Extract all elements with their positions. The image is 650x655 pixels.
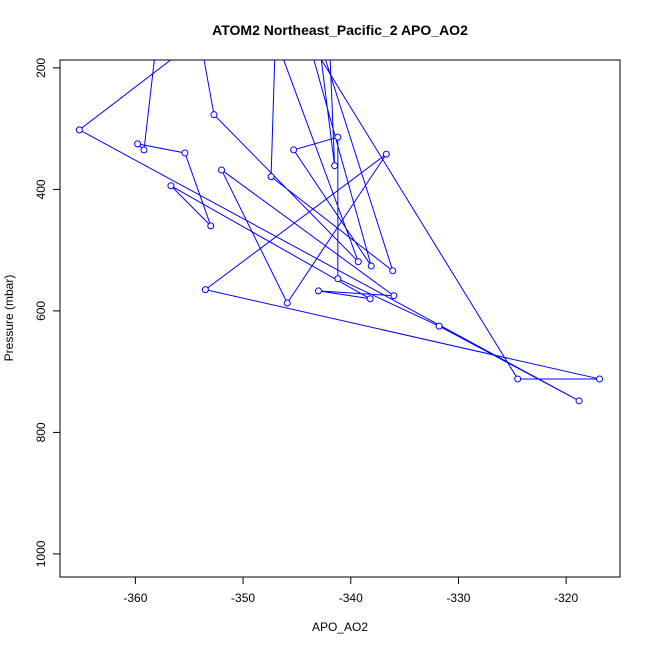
point <box>197 35 203 41</box>
y-tick-label: 400 <box>34 179 48 199</box>
plot-area <box>75 35 604 405</box>
x-tick-label: -340 <box>339 591 363 605</box>
point <box>134 140 142 148</box>
x-tick-label: -360 <box>123 591 147 605</box>
x-tick-label: -350 <box>231 591 255 605</box>
point <box>201 286 209 294</box>
chart-title: ATOM2 Northeast_Pacific_2 APO_AO2 <box>212 22 468 38</box>
y-tick-label: 200 <box>34 58 48 78</box>
point <box>75 126 83 134</box>
point <box>596 375 604 383</box>
x-axis-label: APO_AO2 <box>312 620 368 634</box>
y-tick-label: 600 <box>34 301 48 321</box>
point <box>210 111 218 119</box>
plot-frame <box>59 59 621 578</box>
point <box>390 292 398 300</box>
point <box>140 146 148 154</box>
point <box>575 397 583 405</box>
point <box>314 287 322 295</box>
point <box>389 267 397 275</box>
point <box>366 295 374 303</box>
point <box>267 173 275 181</box>
y-axis-label: Pressure (mbar) <box>2 275 16 362</box>
point <box>181 149 189 157</box>
point <box>167 182 175 190</box>
y-tick-label: 800 <box>34 422 48 442</box>
point <box>283 299 291 307</box>
point <box>367 262 375 270</box>
series-line <box>78 60 600 402</box>
point <box>354 258 362 266</box>
x-tick-label: -330 <box>446 591 470 605</box>
point <box>334 275 342 283</box>
point <box>207 222 215 230</box>
point <box>334 133 342 141</box>
point <box>331 162 339 170</box>
point <box>435 322 443 330</box>
point <box>382 150 390 158</box>
x-tick-label: -320 <box>554 591 578 605</box>
y-tick-label: 1000 <box>34 540 48 567</box>
point <box>290 146 298 154</box>
point <box>218 166 226 174</box>
point <box>154 35 160 41</box>
point <box>514 375 522 383</box>
